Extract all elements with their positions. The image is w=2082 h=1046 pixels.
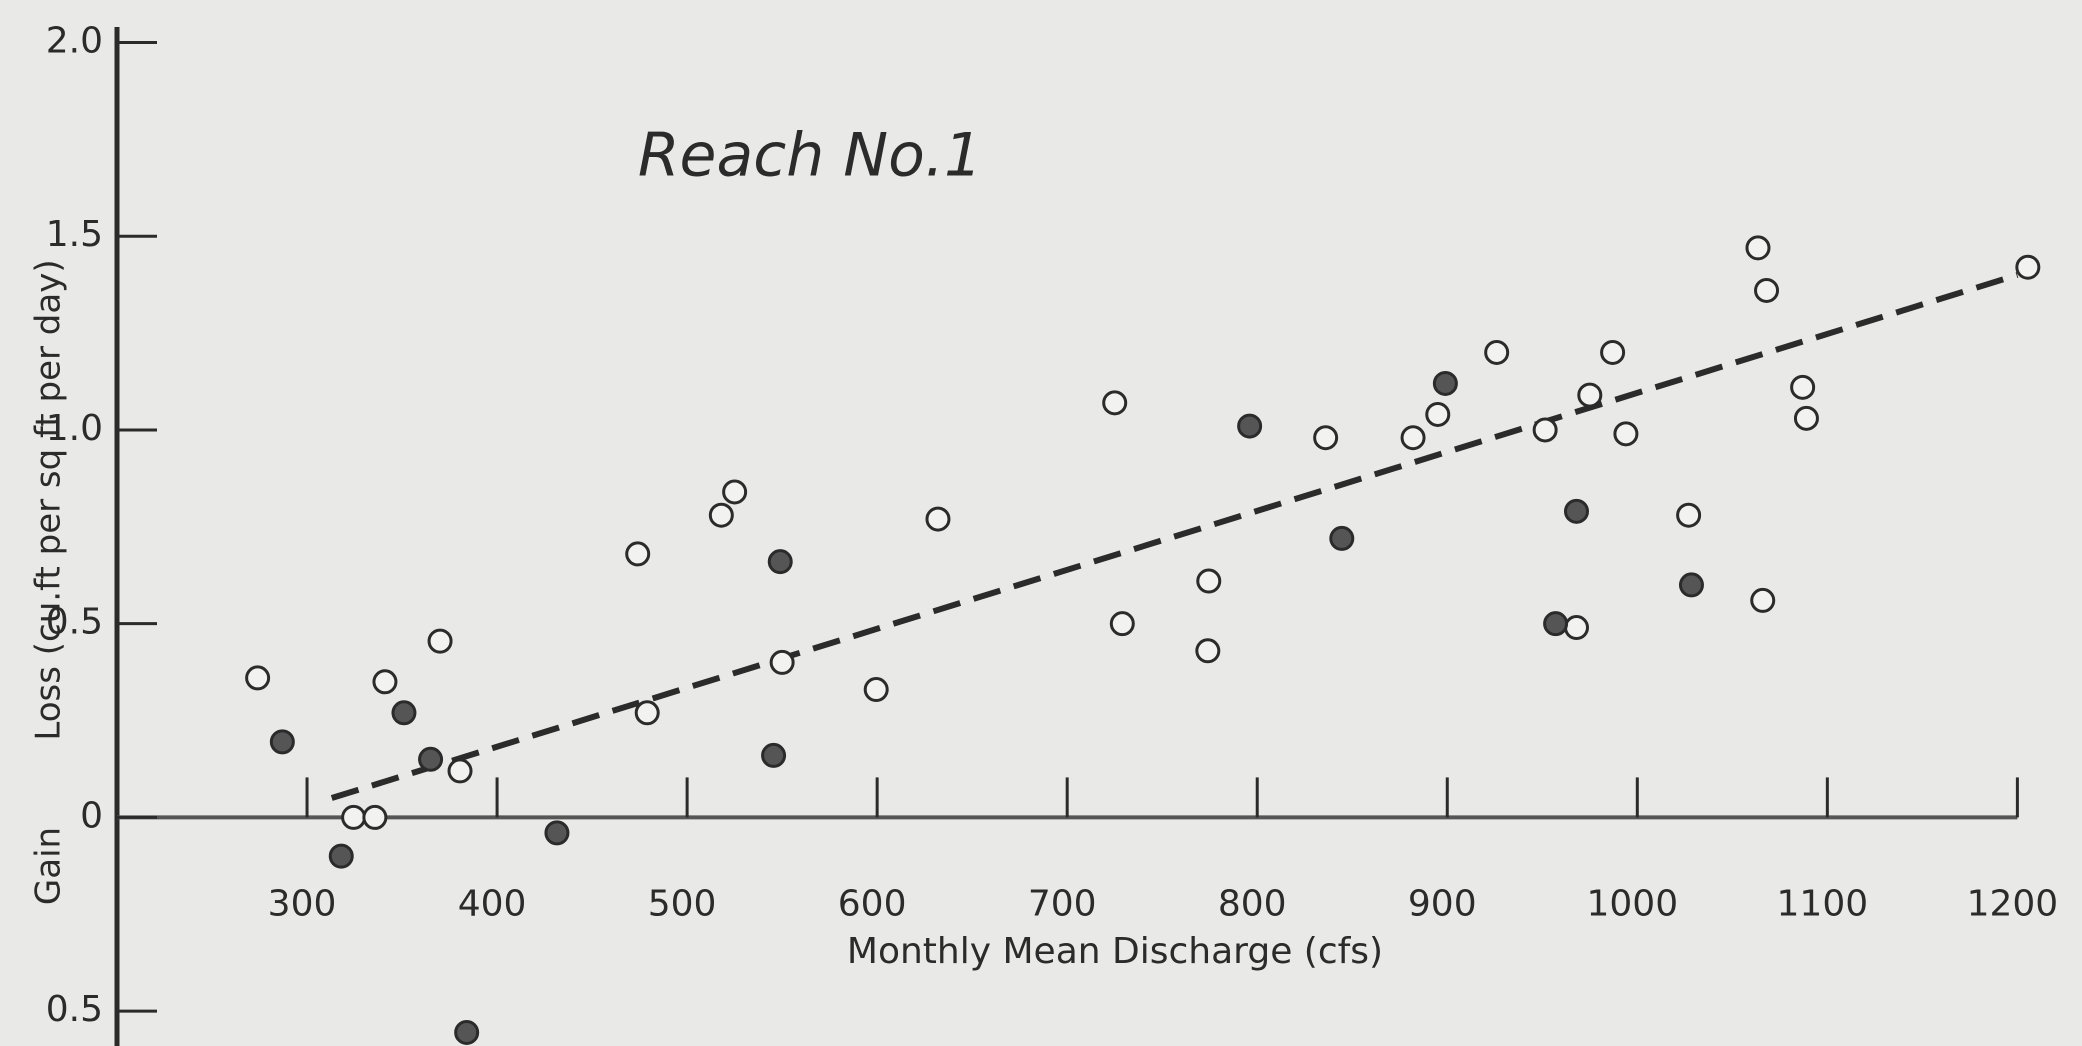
y-tick-label: 0	[80, 795, 103, 836]
filled-point	[1678, 572, 1704, 598]
open-point	[1790, 374, 1816, 400]
trend-line	[330, 272, 2019, 801]
open-point	[1613, 421, 1639, 447]
filled-point	[1543, 611, 1569, 637]
filled-point	[391, 700, 417, 726]
filled-point	[544, 820, 570, 846]
open-point	[1102, 390, 1128, 416]
open-point	[1196, 568, 1222, 594]
chart-title: Reach No.1	[638, 121, 982, 191]
x-tick-label: 600	[838, 883, 907, 924]
y-tick-label: 2.0	[46, 20, 103, 61]
open-point	[372, 669, 398, 695]
y-axis-label-lower: Gain	[29, 827, 69, 905]
open-point	[1750, 587, 1776, 613]
open-point	[1313, 425, 1339, 451]
x-tick-label: 1000	[1586, 883, 1678, 924]
open-point	[1600, 339, 1626, 365]
x-tick-label: 800	[1218, 883, 1287, 924]
y-tick-label: 0.5	[46, 602, 103, 643]
y-tick-label: 0.5	[46, 989, 103, 1030]
open-point	[362, 804, 388, 830]
x-tick-label: 700	[1028, 883, 1097, 924]
open-point	[1577, 382, 1603, 408]
x-tick-label: 500	[648, 883, 717, 924]
open-point	[1425, 401, 1451, 427]
open-point	[1563, 615, 1589, 641]
filled-point	[269, 729, 295, 755]
open-point	[925, 506, 951, 532]
filled-point	[1563, 498, 1589, 524]
filled-point	[328, 843, 354, 869]
x-tick-label: 1100	[1777, 883, 1869, 924]
filled-point	[1432, 370, 1458, 396]
x-axis-label: Monthly Mean Discharge (cfs)	[847, 931, 1383, 972]
open-point	[863, 677, 889, 703]
open-point	[1532, 417, 1558, 443]
y-tick-label: 1.0	[46, 408, 103, 449]
open-point	[1676, 502, 1702, 528]
open-point	[1400, 425, 1426, 451]
open-point	[447, 758, 473, 784]
filled-point	[767, 549, 793, 575]
filled-point	[761, 742, 787, 768]
filled-point	[454, 1019, 480, 1045]
open-point	[2015, 254, 2041, 280]
y-axis-label: Loss (cu.ft per sq ft per day)	[29, 259, 69, 740]
open-point	[769, 649, 795, 675]
x-tick-label: 1200	[1967, 883, 2059, 924]
open-point	[634, 700, 660, 726]
open-point	[427, 628, 453, 654]
open-point	[722, 479, 748, 505]
open-point	[625, 541, 651, 567]
open-point	[341, 804, 367, 830]
filled-point	[418, 746, 444, 772]
open-point	[1793, 405, 1819, 431]
x-tick-label: 300	[268, 883, 337, 924]
open-point	[1109, 611, 1135, 637]
x-tick-label: 900	[1408, 883, 1477, 924]
open-point	[1484, 339, 1510, 365]
open-point	[1195, 638, 1221, 664]
open-point	[245, 665, 271, 691]
open-point	[708, 502, 734, 528]
x-tick-label: 400	[458, 883, 527, 924]
filled-point	[1237, 413, 1263, 439]
open-point	[1745, 235, 1771, 261]
filled-point	[1329, 525, 1355, 551]
y-tick-label: 1.5	[46, 214, 103, 255]
open-point	[1754, 277, 1780, 303]
